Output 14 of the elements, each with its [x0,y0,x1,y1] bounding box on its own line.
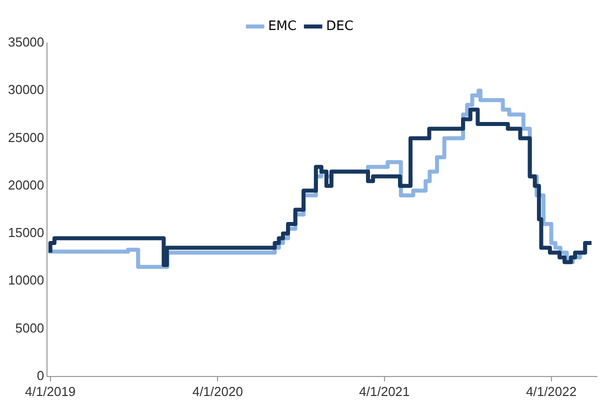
y-tick-label: 25000 [8,130,44,145]
y-tick-label: 35000 [8,34,44,50]
x-tick-label: 4/1/2019 [25,384,76,399]
y-tick-label: 10000 [8,272,44,288]
x-tick-label: 4/1/2020 [192,384,243,399]
y-tick-label: 20000 [8,177,44,192]
y-tick-label: 15000 [8,225,44,240]
x-tick-label: 4/1/2022 [526,384,577,399]
y-tick-label: 0 [36,368,44,383]
x-tick-label: 4/1/2021 [359,384,410,399]
legend-label: EMC [268,18,297,34]
y-tick-label: 5000 [15,320,44,336]
legend-label: DEC [326,18,354,34]
y-tick-label: 30000 [8,82,44,98]
